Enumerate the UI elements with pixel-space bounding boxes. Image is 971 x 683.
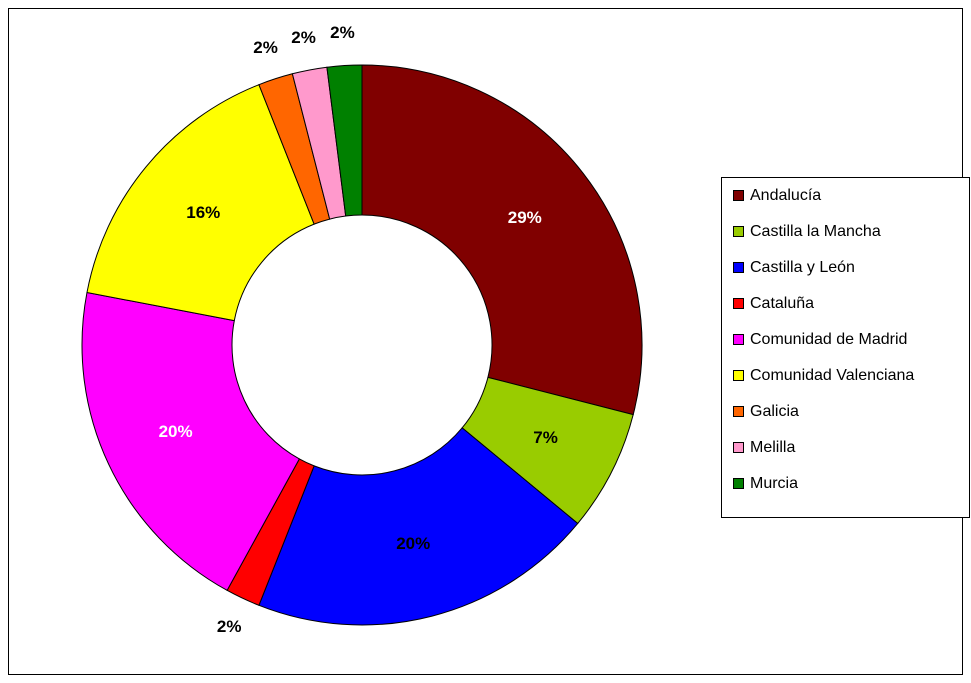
legend-label: Murcia bbox=[750, 475, 798, 492]
donut-slice bbox=[86, 84, 315, 322]
legend-swatch bbox=[733, 478, 744, 489]
data-label: 29% bbox=[508, 208, 542, 227]
legend-swatch bbox=[733, 298, 744, 309]
data-label: 2% bbox=[291, 28, 316, 47]
data-label: 2% bbox=[217, 617, 242, 636]
data-label: 20% bbox=[396, 534, 430, 553]
legend-swatch bbox=[733, 406, 744, 417]
donut-slice bbox=[361, 64, 643, 416]
data-label: 7% bbox=[533, 428, 558, 447]
data-label: 2% bbox=[253, 38, 278, 57]
legend-label: Comunidad Valenciana bbox=[750, 367, 914, 384]
legend-label: Andalucía bbox=[750, 187, 821, 204]
legend-swatch bbox=[733, 262, 744, 273]
legend-swatch bbox=[733, 226, 744, 237]
legend-box bbox=[721, 177, 970, 518]
legend-swatch bbox=[733, 442, 744, 453]
legend-label: Melilla bbox=[750, 439, 795, 456]
legend-label: Cataluña bbox=[750, 295, 814, 312]
legend-label: Galicia bbox=[750, 403, 799, 420]
legend-swatch bbox=[733, 334, 744, 345]
legend-label: Castilla y León bbox=[750, 259, 855, 276]
donut-slice bbox=[81, 291, 301, 592]
data-label: 20% bbox=[159, 422, 193, 441]
data-label: 2% bbox=[330, 23, 355, 42]
legend-swatch bbox=[733, 370, 744, 381]
legend-swatch bbox=[733, 190, 744, 201]
legend-label: Comunidad de Madrid bbox=[750, 331, 907, 348]
donut-slice bbox=[326, 64, 363, 217]
data-label: 16% bbox=[186, 203, 220, 222]
donut-slice bbox=[258, 427, 579, 626]
legend-label: Castilla la Mancha bbox=[750, 223, 881, 240]
